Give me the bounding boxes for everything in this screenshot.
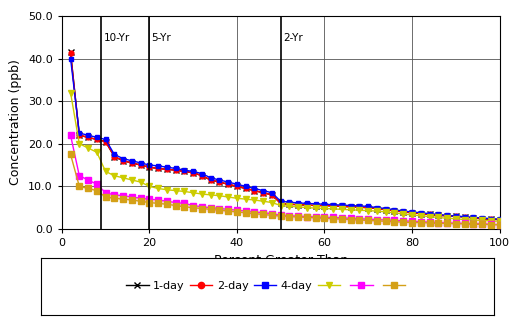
Text: 5-Yr: 5-Yr [151,33,171,43]
Text: 10-Yr: 10-Yr [104,33,130,43]
X-axis label: Percent Greater Than: Percent Greater Than [214,253,348,266]
Y-axis label: Concentration (ppb): Concentration (ppb) [9,59,23,185]
Legend: 1-day, 2-day, 4-day, , , : 1-day, 2-day, 4-day, , , [122,277,414,296]
Text: 2-Yr: 2-Yr [283,33,303,43]
